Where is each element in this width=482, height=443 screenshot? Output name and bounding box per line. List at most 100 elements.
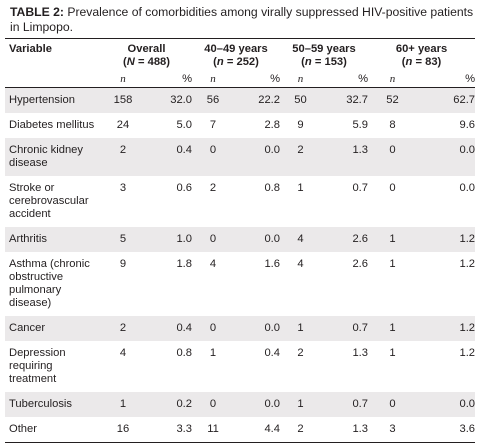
- cell-count: 52: [368, 87, 418, 113]
- subheader-pct: %: [417, 69, 476, 88]
- table-body: Hypertension 158 32.0 56 22.2 50 32.7 52 62.7 Dia…: [5, 87, 476, 443]
- row-variable: Asthma (chronic obstructive pulmonary di…: [9, 258, 90, 309]
- variable-header: Variable: [5, 38, 101, 69]
- cell-percent: 0.4: [145, 316, 193, 341]
- group-title: 50–59 years: [292, 43, 356, 55]
- cell-count: 4: [280, 227, 322, 252]
- table-row: Tuberculosis 1 0.2 0 0.0 1 0.7 0 0.0: [5, 392, 476, 417]
- row-variable: Stroke or cerebrovascular accident: [9, 182, 89, 220]
- cell-count: 0: [192, 392, 235, 417]
- row-variable: Arthritis: [5, 227, 101, 252]
- group-title: 60+ years: [395, 43, 448, 55]
- cell-percent: 62.7: [417, 87, 476, 113]
- cell-percent: 0.8: [264, 182, 281, 194]
- cell-percent: 1.3: [321, 138, 369, 176]
- cell-count: 1: [297, 182, 304, 194]
- cell-count: 11: [192, 417, 235, 443]
- group-header-60-plus: 60+ years (n = 83): [368, 38, 476, 69]
- cell-percent: 0.6: [176, 182, 193, 194]
- group-sample-size: (N = 488): [123, 56, 170, 68]
- cell-count: 1: [280, 316, 322, 341]
- cell-percent: 1.6: [264, 258, 281, 270]
- subheader-n: n: [192, 69, 235, 88]
- cell-count: 50: [280, 87, 322, 113]
- cell-percent: 0.7: [321, 316, 369, 341]
- cell-count: 9: [297, 119, 304, 131]
- cell-percent: 0.0: [234, 138, 281, 176]
- table-subheader-row: n % n % n % n %: [5, 69, 476, 88]
- cell-count: 16: [101, 417, 145, 443]
- row-variable: Depression requiring treatment: [9, 347, 66, 385]
- cell-count: 1: [389, 347, 396, 359]
- table-row: Diabetes mellitus 24 5.0 7 2.8 9 5.9 8 9.6: [5, 113, 475, 138]
- cell-count: 1: [101, 392, 145, 417]
- cell-count: 0: [192, 316, 235, 341]
- cell-count: 4: [209, 258, 217, 270]
- cell-percent: 2.8: [264, 119, 281, 131]
- cell-count: 0: [368, 138, 418, 176]
- cell-count: 9: [119, 258, 127, 270]
- cell-count: 0: [389, 182, 396, 194]
- cell-percent: 4.4: [234, 417, 281, 443]
- cell-percent: 0.0: [234, 227, 281, 252]
- cell-percent: 5.9: [352, 119, 369, 131]
- cell-count: 4: [119, 347, 127, 359]
- cell-percent: 32.0: [145, 87, 193, 113]
- cell-percent: 1.0: [145, 227, 193, 252]
- cell-percent: 2.6: [321, 227, 369, 252]
- cell-count: 3: [368, 417, 418, 443]
- cell-count: 1: [209, 347, 217, 359]
- row-variable: Other: [5, 417, 101, 443]
- table-row: Hypertension 158 32.0 56 22.2 50 32.7 52 62.7: [5, 87, 476, 113]
- cell-percent: 3.3: [145, 417, 193, 443]
- table-row: Arthritis 5 1.0 0 0.0 4 2.6 1 1.2: [5, 227, 476, 252]
- cell-percent: 0.7: [352, 182, 369, 194]
- group-title: Overall: [127, 43, 166, 55]
- row-variable: Cancer: [5, 316, 101, 341]
- cell-percent: 9.6: [459, 119, 476, 131]
- cell-percent: 1.3: [321, 417, 369, 443]
- cell-count: 24: [116, 119, 130, 131]
- table-header-row: Variable Overall (N = 488) 40–49 years (n …: [5, 38, 476, 69]
- subheader-pct: %: [321, 69, 369, 88]
- subheader-empty: [5, 69, 101, 88]
- cell-count: 2: [101, 138, 145, 176]
- cell-percent: 32.7: [321, 87, 369, 113]
- group-sample-size: (n = 83): [401, 56, 442, 68]
- cell-count: 0: [192, 138, 235, 176]
- cell-percent: 3.6: [417, 417, 476, 443]
- cell-percent: 1.3: [352, 347, 369, 359]
- row-variable: Hypertension: [5, 87, 101, 113]
- comorbidity-table: Variable Overall (N = 488) 40–49 years (n …: [5, 38, 476, 443]
- cell-percent: 0.7: [321, 392, 369, 417]
- subheader-pct: %: [234, 69, 281, 88]
- cell-percent: 1.2: [459, 347, 476, 359]
- cell-count: 1: [368, 227, 418, 252]
- group-sample-size: (n = 153): [301, 56, 347, 68]
- cell-percent: 1.2: [417, 227, 476, 252]
- cell-count: 2: [101, 316, 145, 341]
- table-row: Stroke or cerebrovascular accident 3 0.6 2 0…: [5, 176, 475, 227]
- cell-percent: 2.6: [352, 258, 369, 270]
- cell-percent: 0.0: [234, 316, 281, 341]
- cell-count: 2: [209, 182, 217, 194]
- caption-label: TABLE 2:: [10, 5, 64, 19]
- row-variable: Diabetes mellitus: [9, 119, 95, 131]
- subheader-n: n: [101, 69, 145, 88]
- cell-count: 2: [297, 347, 304, 359]
- cell-count: 2: [280, 417, 322, 443]
- cell-count: 158: [101, 87, 145, 113]
- cell-percent: 0.0: [234, 392, 281, 417]
- subheader-n: n: [280, 69, 322, 88]
- subheader-pct: %: [145, 69, 193, 88]
- cell-count: 0: [368, 392, 418, 417]
- row-variable: Chronic kidney disease: [5, 138, 101, 176]
- table-row: Chronic kidney disease 2 0.4 0 0.0 2 1.3 0 0.0: [5, 138, 476, 176]
- group-header-overall: Overall (N = 488): [101, 38, 193, 69]
- cell-count: 3: [119, 182, 127, 194]
- cell-percent: 0.0: [417, 392, 476, 417]
- cell-percent: 0.2: [145, 392, 193, 417]
- cell-count: 0: [192, 227, 235, 252]
- cell-count: 1: [368, 316, 418, 341]
- cell-count: 8: [389, 119, 396, 131]
